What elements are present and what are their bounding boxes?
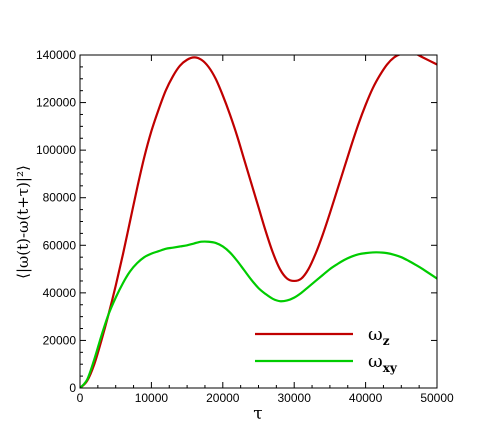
x-axis-title: τ [253, 404, 262, 424]
y-axis-title: ⟨|ω(t)-ω(t+τ)|²⟩ [14, 165, 32, 279]
x-tick-label-2: 20000 [206, 391, 240, 405]
x-tick-label-5: 50000 [420, 391, 454, 405]
x-tick-label-1: 10000 [135, 391, 169, 405]
legend-label-z: ωz [368, 324, 390, 348]
y-tick-label-4: 80000 [43, 191, 77, 205]
y-tick-label-5: 100000 [36, 143, 76, 157]
y-tick-label-7: 140000 [36, 48, 76, 62]
legend-label-xy: ωxy [368, 351, 398, 375]
legend: ωz ωxy [255, 324, 398, 375]
series-line-xy [80, 240, 437, 388]
legend-subscript-z: z [383, 334, 390, 348]
series-line-z [80, 55, 437, 388]
x-tick-label-0: 0 [77, 391, 84, 405]
y-tick-label-6: 120000 [36, 96, 76, 110]
y-tick-label-0: 0 [69, 381, 76, 395]
y-tick-label-2: 40000 [43, 286, 77, 300]
legend-subscript-xy: xy [383, 361, 398, 375]
y-tick-label-1: 20000 [43, 333, 77, 347]
x-tick-label-4: 40000 [349, 391, 383, 405]
y-tick-label-3: 60000 [43, 238, 77, 252]
x-tick-label-3: 30000 [278, 391, 312, 405]
